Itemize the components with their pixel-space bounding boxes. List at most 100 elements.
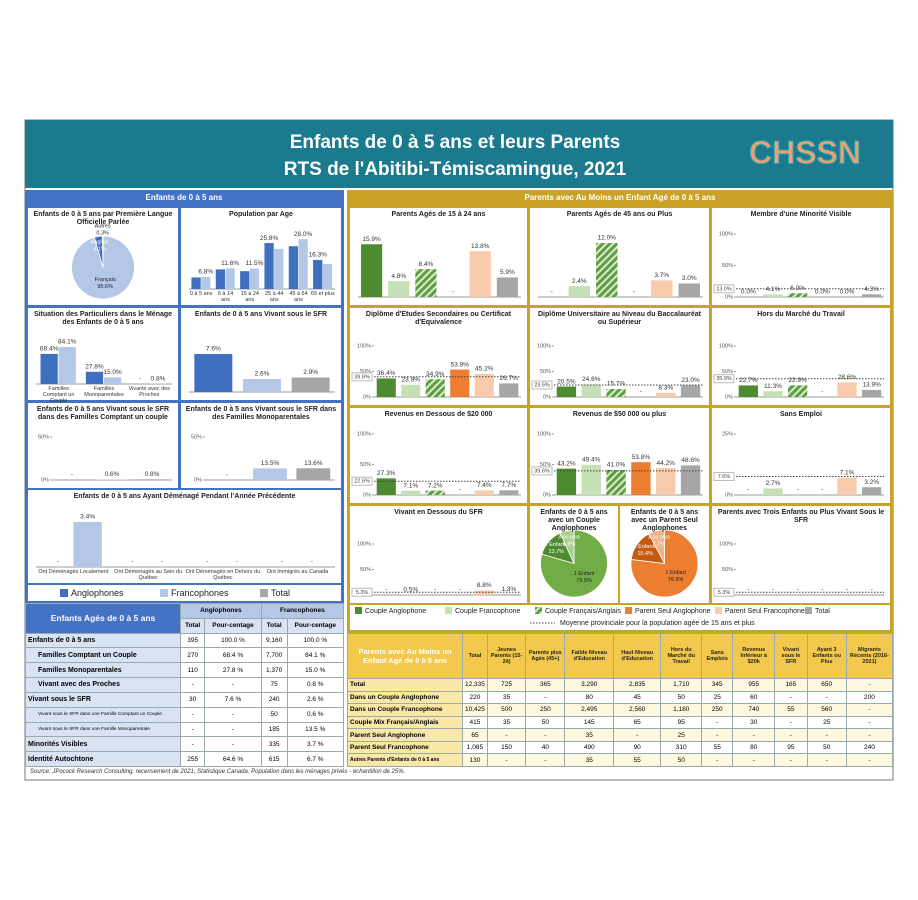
- value-label: 3.7%: [654, 272, 669, 279]
- bar: [763, 488, 783, 495]
- provincial-box: [713, 374, 735, 384]
- panel-title: Diplôme d'Etudes Secondaires ou Certific…: [365, 311, 512, 326]
- row-label: Total: [347, 678, 463, 692]
- slice-label: 3 ou plus: [558, 535, 581, 541]
- value-label: 0.0%: [741, 289, 756, 296]
- cell: 220: [462, 690, 488, 705]
- bar: [651, 280, 673, 297]
- value-label: 41.0%: [607, 462, 626, 469]
- y-tick-label: 0%: [543, 394, 551, 400]
- value-label: 0.6%: [105, 471, 120, 478]
- y-tick-label: 100%: [719, 231, 733, 237]
- bar: [298, 239, 308, 289]
- x-tick-label: Ont Déménagés Localement: [38, 569, 109, 575]
- bar: [425, 379, 445, 397]
- cell: -: [806, 728, 847, 742]
- legend-swatch: [355, 607, 362, 614]
- table-row: Vivant sous le SFR dans une Famille Comp…: [25, 706, 345, 723]
- col-header: Ayant 3 Enfants ou Plus: [806, 633, 847, 679]
- value-label: 7.6%: [206, 346, 221, 353]
- value-label: 2.7%: [766, 480, 781, 487]
- cell: 64.6 %: [204, 751, 262, 767]
- cell: 185: [260, 721, 288, 738]
- col-header: Total: [462, 633, 488, 679]
- bar: [788, 293, 808, 297]
- panel-title: Population par Age: [229, 211, 293, 218]
- bar: [556, 468, 577, 495]
- col-header: Hors du Marché du Travail: [660, 633, 703, 679]
- provincial-label: 5.3%: [718, 590, 731, 596]
- panel-title: Enfants de 0 à 5 ans avec un Parent Seul…: [630, 509, 699, 532]
- cell: -: [774, 728, 808, 742]
- value-label: -: [434, 587, 436, 594]
- provincial-box: [713, 284, 735, 294]
- cell: 55: [613, 753, 662, 767]
- panel-title: Enfants de 0 à 5 ans avec un Couple Angl…: [540, 509, 608, 532]
- bar: [680, 385, 701, 397]
- bar: [274, 248, 284, 289]
- provincial-box: [531, 466, 553, 476]
- cell: 7.6 %: [204, 691, 262, 708]
- cell: 50: [806, 740, 847, 755]
- cell: 68.4 %: [204, 647, 262, 664]
- bar: [581, 464, 601, 495]
- cell: 1,180: [660, 703, 703, 717]
- value-label: 28.6%: [838, 374, 857, 381]
- value-label: 2.9%: [303, 369, 318, 376]
- cell: -: [774, 715, 808, 730]
- cell: -: [179, 706, 206, 723]
- cell: -: [613, 728, 662, 742]
- value-label: -: [206, 559, 208, 566]
- y-tick-label: 100%: [719, 541, 733, 547]
- col-header: Parents plus Agés (45+): [525, 633, 566, 679]
- value-label: 26.7%: [500, 375, 519, 382]
- value-label: 15.9%: [362, 236, 381, 243]
- cell: 90: [613, 740, 662, 755]
- cell: 0.6 %: [286, 706, 345, 723]
- cell: 145: [564, 715, 615, 730]
- value-label: 3.2%: [864, 479, 879, 486]
- slice-value: 6.8%: [563, 542, 576, 548]
- y-tick-label: 50%: [360, 369, 371, 375]
- bar: [240, 271, 250, 289]
- bar: [249, 268, 260, 289]
- source-note: Source: JPocock Research Consulting, rec…: [30, 769, 406, 775]
- provincial-box: [713, 587, 735, 597]
- value-label: -: [871, 587, 873, 594]
- cell: 60: [732, 690, 776, 705]
- cell: 365: [525, 678, 566, 692]
- cell: 27.8 %: [204, 662, 262, 679]
- cell: 25: [701, 690, 734, 705]
- bar: [496, 277, 519, 297]
- value-label: 7.7%: [501, 482, 516, 489]
- cell: 2,835: [613, 678, 662, 692]
- bar: [474, 590, 494, 595]
- y-tick-label: 100%: [719, 343, 733, 349]
- value-label: -: [821, 389, 823, 396]
- col-header: Pour-centage: [286, 617, 345, 634]
- bar: [360, 244, 383, 297]
- value-label: 13.8%: [471, 243, 490, 250]
- value-label: -: [459, 587, 461, 594]
- cell: -: [845, 753, 894, 767]
- header-bar: [25, 120, 893, 188]
- cell: 50: [260, 706, 288, 723]
- slice-label: 3 ou plus: [648, 535, 671, 541]
- cell: 415: [462, 715, 488, 730]
- cell: 95: [774, 740, 808, 755]
- value-label: 36.4%: [377, 370, 396, 377]
- cell: -: [204, 721, 262, 738]
- legend-label: Anglophones: [71, 588, 124, 598]
- value-label: -: [797, 487, 799, 494]
- value-label: 4.1%: [766, 286, 781, 293]
- bar: [606, 388, 626, 397]
- bar: [40, 353, 58, 384]
- legend-label: Couple Français/Anglais: [545, 608, 621, 615]
- cell: 1,085: [462, 740, 488, 755]
- bar: [474, 373, 494, 397]
- value-label: 27.8%: [85, 363, 104, 370]
- table-row: Vivant avec des Proches - -75 0.8 %: [25, 677, 345, 693]
- cell: 25: [660, 728, 703, 742]
- value-label: 5.9%: [500, 269, 515, 276]
